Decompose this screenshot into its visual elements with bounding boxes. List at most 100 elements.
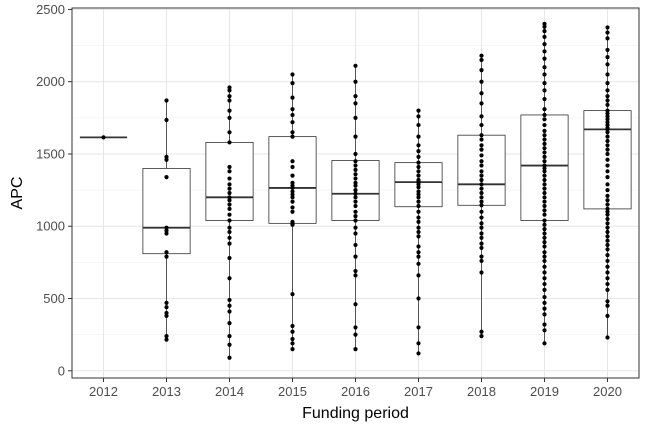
- data-point: [605, 270, 610, 275]
- data-point: [227, 169, 232, 174]
- data-point: [290, 120, 295, 125]
- data-point: [290, 180, 295, 185]
- data-point: [290, 346, 295, 352]
- data-point: [290, 189, 295, 194]
- data-point: [416, 192, 421, 197]
- x-tick-label: 2017: [404, 384, 433, 399]
- y-tick-label: 2000: [36, 74, 65, 89]
- data-point: [227, 320, 232, 326]
- data-point: [605, 117, 610, 122]
- x-tick-label: 2019: [530, 384, 559, 399]
- data-point: [353, 225, 358, 230]
- data-point: [353, 79, 358, 84]
- data-point: [542, 137, 547, 142]
- data-point: [605, 221, 610, 226]
- data-point: [605, 229, 610, 235]
- data-point: [605, 247, 610, 252]
- data-point: [605, 202, 610, 207]
- data-point: [479, 270, 484, 275]
- data-point: [290, 222, 295, 227]
- data-point: [542, 163, 547, 168]
- data-point: [290, 164, 295, 170]
- data-point: [353, 325, 358, 330]
- data-point: [542, 287, 547, 292]
- data-point: [542, 146, 547, 151]
- data-point: [227, 342, 232, 347]
- data-point: [605, 238, 610, 243]
- data-point: [164, 231, 169, 236]
- data-point: [542, 72, 547, 77]
- data-point: [353, 203, 358, 209]
- data-point: [542, 203, 547, 209]
- data-point: [416, 254, 421, 259]
- data-point: [605, 102, 610, 107]
- data-point: [353, 176, 358, 181]
- data-point: [605, 108, 610, 113]
- data-point: [416, 225, 421, 230]
- data-point: [542, 250, 547, 255]
- data-point: [416, 108, 421, 113]
- data-point: [416, 148, 421, 154]
- data-point: [542, 244, 547, 249]
- data-point: [479, 258, 484, 264]
- data-point: [542, 227, 547, 232]
- data-point: [605, 258, 610, 264]
- data-point: [416, 199, 421, 204]
- data-point: [605, 253, 610, 258]
- data-point: [605, 313, 610, 318]
- data-point: [353, 172, 358, 177]
- data-point: [353, 134, 358, 139]
- data-point: [353, 242, 358, 248]
- data-point: [542, 150, 547, 155]
- data-point: [542, 222, 547, 227]
- data-point: [605, 111, 610, 116]
- data-point: [605, 287, 610, 292]
- data-point: [605, 193, 610, 198]
- data-point: [542, 107, 547, 112]
- data-point: [227, 88, 232, 93]
- data-point: [605, 143, 610, 148]
- data-point: [479, 159, 484, 164]
- data-point: [164, 300, 169, 305]
- data-point: [479, 114, 484, 119]
- data-point: [227, 255, 232, 261]
- x-tick-label: 2016: [341, 384, 370, 399]
- data-point: [605, 122, 610, 128]
- data-point: [227, 276, 232, 281]
- data-point: [605, 25, 610, 30]
- data-point: [542, 112, 547, 118]
- data-point: [542, 42, 547, 47]
- y-tick-label: 1000: [36, 219, 65, 234]
- data-point: [353, 214, 358, 219]
- data-point: [542, 49, 547, 54]
- data-point: [227, 355, 232, 360]
- data-point: [416, 296, 421, 301]
- data-point: [479, 101, 484, 106]
- data-point: [416, 229, 421, 235]
- data-point: [479, 53, 484, 58]
- data-point: [605, 276, 610, 281]
- data-point: [542, 154, 547, 159]
- data-point: [605, 188, 610, 193]
- data-point: [416, 122, 421, 128]
- x-tick-label: 2014: [215, 384, 244, 399]
- data-point: [416, 195, 421, 200]
- data-point: [479, 182, 484, 187]
- x-axis-title: Funding period: [302, 405, 409, 422]
- data-point: [416, 189, 421, 194]
- data-point: [290, 130, 295, 135]
- data-point: [164, 175, 169, 180]
- data-point: [353, 209, 358, 214]
- data-point: [479, 231, 484, 236]
- data-point: [290, 81, 295, 86]
- box-body: [142, 168, 191, 255]
- data-point: [416, 273, 421, 278]
- data-point: [164, 250, 169, 255]
- data-point: [227, 212, 232, 217]
- data-point: [416, 203, 421, 209]
- data-point: [479, 195, 484, 200]
- data-point: [542, 199, 547, 204]
- data-point: [479, 57, 484, 63]
- data-point: [290, 107, 295, 112]
- data-point: [164, 98, 169, 103]
